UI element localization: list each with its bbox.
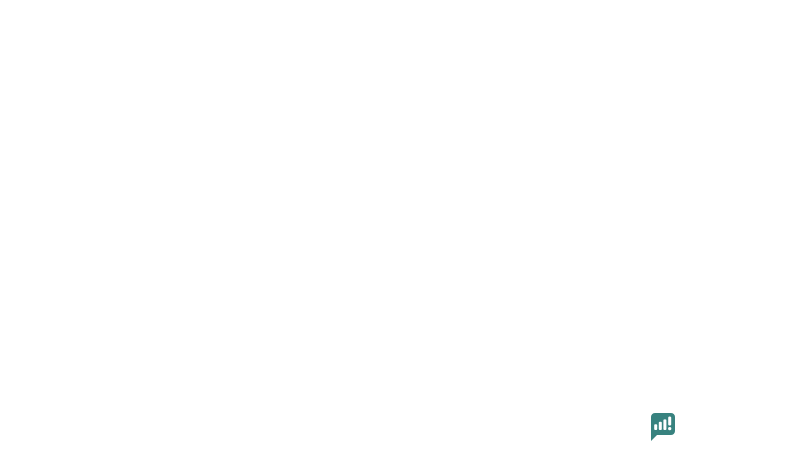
newsworthy-icon bbox=[651, 413, 675, 441]
newsworthy-logo bbox=[646, 410, 800, 446]
